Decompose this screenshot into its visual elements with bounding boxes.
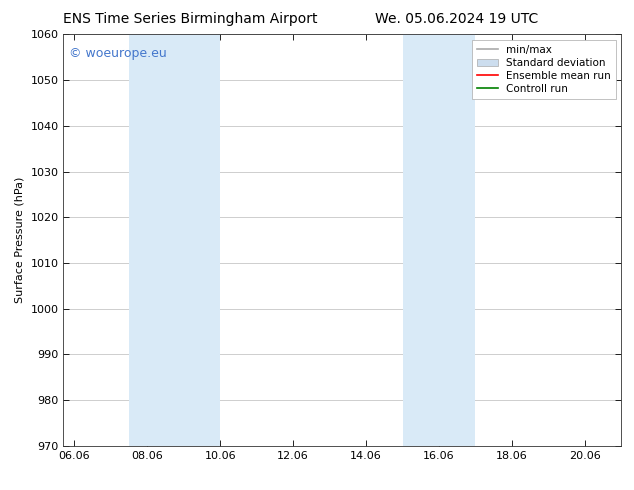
Bar bbox=[403, 34, 439, 446]
Legend: min/max, Standard deviation, Ensemble mean run, Controll run: min/max, Standard deviation, Ensemble me… bbox=[472, 40, 616, 99]
Text: We. 05.06.2024 19 UTC: We. 05.06.2024 19 UTC bbox=[375, 12, 538, 26]
Bar bbox=[129, 34, 165, 446]
Y-axis label: Surface Pressure (hPa): Surface Pressure (hPa) bbox=[15, 177, 25, 303]
Bar bbox=[439, 34, 476, 446]
Text: © woeurope.eu: © woeurope.eu bbox=[69, 47, 167, 60]
Bar bbox=[165, 34, 220, 446]
Text: ENS Time Series Birmingham Airport: ENS Time Series Birmingham Airport bbox=[63, 12, 318, 26]
